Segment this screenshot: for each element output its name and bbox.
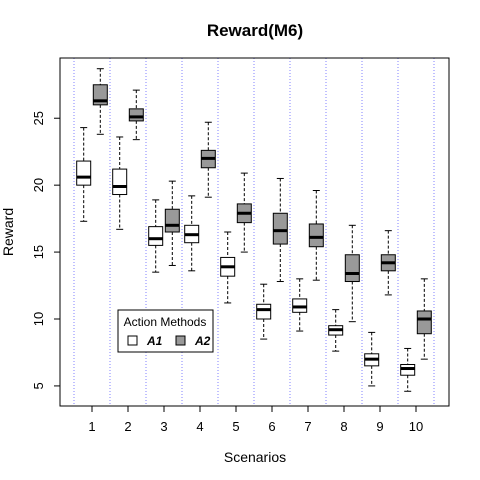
y-tick-label: 20 bbox=[31, 178, 46, 192]
box-a1-scenario-9 bbox=[364, 331, 380, 387]
y-axis-label: Reward bbox=[0, 208, 16, 256]
iqr-box bbox=[256, 303, 272, 320]
legend-label-a2: A2 bbox=[194, 334, 211, 348]
x-tick-label: 10 bbox=[409, 419, 423, 434]
box-a2-scenario-10 bbox=[416, 278, 432, 360]
box-a2-scenario-1 bbox=[92, 68, 108, 135]
box-a1-scenario-1 bbox=[76, 127, 92, 222]
box-a2-scenario-7 bbox=[308, 190, 324, 281]
box-a1-scenario-4 bbox=[184, 195, 200, 272]
scenario-separators bbox=[73, 58, 435, 406]
box-a2-scenario-8 bbox=[344, 224, 360, 323]
x-tick-label: 5 bbox=[232, 419, 239, 434]
chart-title: Reward(M6) bbox=[207, 21, 303, 40]
box-a1-scenario-10 bbox=[400, 347, 416, 392]
x-tick-label: 2 bbox=[124, 419, 131, 434]
x-tick-label: 7 bbox=[304, 419, 311, 434]
iqr-box bbox=[344, 254, 360, 283]
box-a2-scenario-4 bbox=[200, 121, 216, 198]
box-a2-scenario-6 bbox=[272, 177, 288, 283]
x-tick-label: 6 bbox=[268, 419, 275, 434]
box-a2-scenario-2 bbox=[128, 89, 144, 141]
plot-frame bbox=[59, 57, 450, 407]
box-a1-scenario-6 bbox=[256, 283, 272, 340]
box-a1-scenario-7 bbox=[292, 278, 308, 332]
legend-label-a1: A1 bbox=[146, 334, 163, 348]
y-tick-label: 25 bbox=[31, 111, 46, 125]
x-tick-label: 3 bbox=[160, 419, 167, 434]
x-tick-label: 1 bbox=[88, 419, 95, 434]
iqr-box bbox=[164, 208, 180, 233]
box-a2-scenario-5 bbox=[236, 172, 252, 253]
y-tick-label: 5 bbox=[31, 382, 46, 389]
legend-key-a1 bbox=[127, 335, 138, 346]
iqr-box bbox=[76, 160, 92, 186]
legend-title: Action Methods bbox=[124, 315, 207, 329]
x-tick-label: 8 bbox=[340, 419, 347, 434]
iqr-box bbox=[128, 108, 144, 122]
y-tick-label: 15 bbox=[31, 245, 46, 259]
box-a1-scenario-2 bbox=[112, 136, 128, 230]
x-tick-label: 9 bbox=[376, 419, 383, 434]
legend-key-a2 bbox=[175, 335, 186, 346]
legend: Action Methods A1 A2 bbox=[117, 309, 214, 353]
iqr-box bbox=[308, 223, 324, 248]
box-a1-scenario-3 bbox=[148, 199, 164, 273]
box-a1-scenario-5 bbox=[220, 231, 236, 304]
box-groups bbox=[76, 68, 432, 392]
x-axis-label: Scenarios bbox=[224, 449, 286, 465]
box-a1-scenario-8 bbox=[328, 309, 344, 352]
box-a2-scenario-3 bbox=[164, 180, 180, 266]
y-axis: 5 10 15 20 25 bbox=[31, 111, 60, 390]
iqr-box bbox=[416, 310, 432, 335]
box-a2-scenario-9 bbox=[380, 230, 396, 296]
iqr-box bbox=[112, 168, 128, 196]
y-tick-label: 10 bbox=[31, 312, 46, 326]
iqr-box bbox=[148, 226, 164, 246]
iqr-box bbox=[272, 212, 288, 245]
x-tick-label: 4 bbox=[196, 419, 203, 434]
x-axis: 1 2 3 4 5 6 7 8 9 10 bbox=[88, 406, 423, 434]
